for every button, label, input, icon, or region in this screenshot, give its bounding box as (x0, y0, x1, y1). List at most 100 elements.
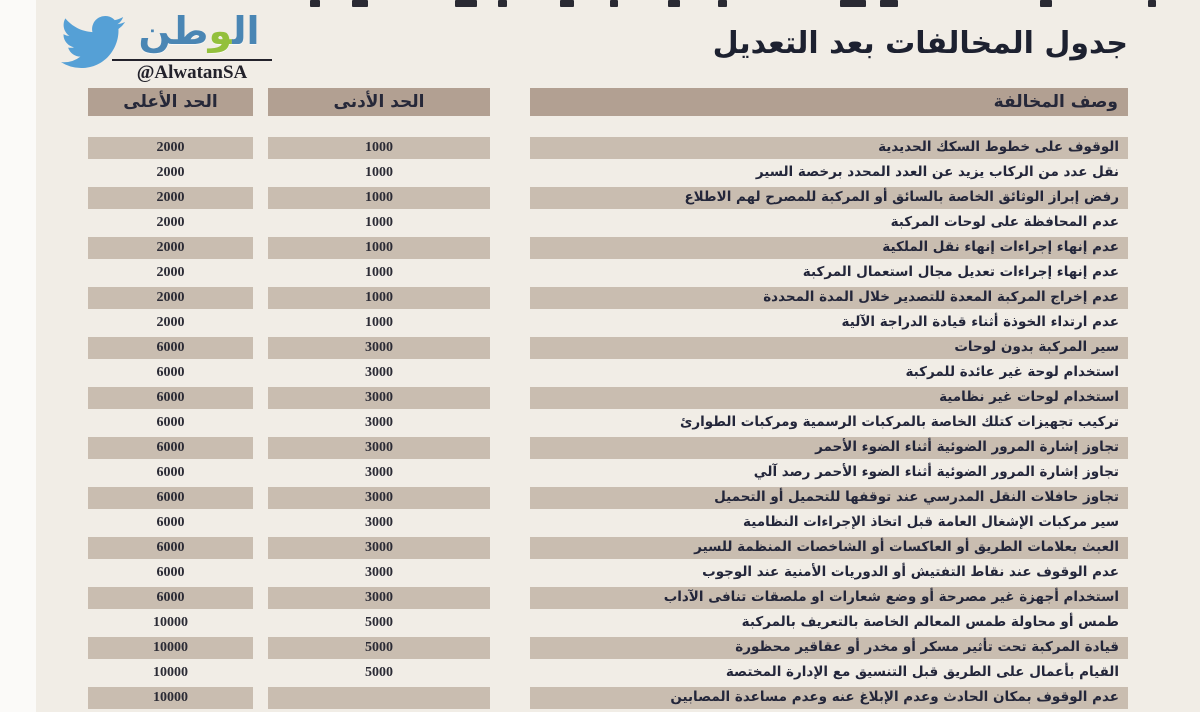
max-limit-value: 10000 (88, 637, 253, 659)
max-limit-value: 6000 (88, 437, 253, 459)
min-limit-value: 1000 (365, 265, 393, 280)
max-limit-value: 6000 (88, 587, 253, 609)
max-limit-value: 6000 (156, 515, 185, 530)
min-limit-value: 1000 (268, 137, 490, 159)
table-row: 6000 3000 تجاوز إشارة المرور الضوئية أثناء… (88, 437, 1128, 462)
max-limit-value: 10000 (153, 665, 188, 680)
violation-description: عدم إنهاء إجراءات تعديل مجال استعمال الم… (802, 264, 1119, 280)
table-row: 10000 عدم الوقوف بمكان الحادث وعدم الإبلا… (88, 687, 1128, 712)
max-limit-value: 2000 (88, 187, 253, 209)
table-row: 10000 5000 القيام بأعمال على الطريق قبل ال… (88, 662, 1128, 687)
max-limit-value: 6000 (156, 465, 185, 480)
violation-description: عدم المحافظة على لوحات المركبة (890, 214, 1119, 230)
violation-description: طمس أو محاولة طمس المعالم الخاصة بالتعري… (741, 614, 1119, 630)
max-limit-value: 6000 (88, 337, 253, 359)
page-title: جدول المخالفات بعد التعديل (712, 26, 1128, 61)
violation-description: تجاوز إشارة المرور الضوئية أثناء الضوء ا… (753, 464, 1119, 480)
min-limit-value: 3000 (365, 365, 393, 380)
max-limit-value: 6000 (156, 365, 185, 380)
table-row: 6000 3000 استخدام لوحات غير نظامية (88, 387, 1128, 412)
table-row: 2000 1000 عدم المحافظة على لوحات المركبة (88, 212, 1128, 237)
min-limit-value: 3000 (268, 587, 490, 609)
min-limit-value: 1000 (268, 287, 490, 309)
table-row: 6000 3000 العبث بعلامات الطريق أو العاكسات… (88, 537, 1128, 562)
min-limit-value: 3000 (268, 337, 490, 359)
min-limit-value: 3000 (268, 537, 490, 559)
max-limit-value: 6000 (88, 487, 253, 509)
table-row: 6000 3000 تجاوز إشارة المرور الضوئية أثناء… (88, 462, 1128, 487)
violation-description: تجاوز إشارة المرور الضوئية أثناء الضوء ا… (530, 437, 1128, 459)
max-limit-value: 10000 (153, 615, 188, 630)
violation-description: الوقوف على خطوط السكك الحديدية (530, 137, 1128, 159)
table-row: 10000 5000 قيادة المركبة تحت تأثير مسكر أو… (88, 637, 1128, 662)
table-row: 10000 5000 طمس أو محاولة طمس المعالم الخاص… (88, 612, 1128, 637)
logo-divider (112, 59, 272, 61)
max-limit-value: 2000 (156, 315, 185, 330)
cropped-text-fragments (0, 0, 1200, 12)
max-limit-value: 2000 (156, 265, 185, 280)
violation-description: استخدام أجهزة غير مصرحة أو وضع شعارات او… (530, 587, 1128, 609)
twitter-bird-icon (61, 15, 125, 69)
waw-green-glyph: و (208, 9, 233, 53)
violation-description: نقل عدد من الركاب يزيد عن العدد المحدد ب… (755, 164, 1119, 180)
max-limit-value: 10000 (88, 687, 253, 709)
table-row: 6000 3000 تركيب تجهيزات كتلك الخاصة بالمرك… (88, 412, 1128, 437)
max-limit-value: 2000 (88, 237, 253, 259)
table-body: 2000 1000 الوقوف على خطوط السكك الحديدية 20… (88, 137, 1128, 712)
min-limit-value: 5000 (268, 637, 490, 659)
violation-description: تجاوز حافلات النقل المدرسي عند توقفها لل… (530, 487, 1128, 509)
table-row: 6000 3000 سير مركبات الإشغال العامة قبل ات… (88, 512, 1128, 537)
table-row: 6000 3000 استخدام لوحة غير عائدة للمركبة (88, 362, 1128, 387)
violation-description: سير المركبة بدون لوحات (530, 337, 1128, 359)
table-row: 2000 1000 الوقوف على خطوط السكك الحديدية (88, 137, 1128, 162)
table-row: 2000 1000 عدم إخراج المركبة المعدة للتصدير… (88, 287, 1128, 312)
violation-description: استخدام لوحة غير عائدة للمركبة (905, 364, 1119, 380)
violation-description: العبث بعلامات الطريق أو العاكسات أو الشا… (530, 537, 1128, 559)
min-limit-value: 1000 (268, 237, 490, 259)
violation-description: عدم ارتداء الخوذة أثناء قيادة الدراجة ال… (841, 314, 1119, 330)
min-limit-value: 3000 (268, 487, 490, 509)
table-row: 2000 1000 رفض إبراز الوثائق الخاصة بالسائق… (88, 187, 1128, 212)
table-row: 2000 1000 عدم إنهاء إجراءات تعديل مجال است… (88, 262, 1128, 287)
max-limit-value: 6000 (156, 565, 185, 580)
header-violation-description: وصف المخالفة (530, 88, 1128, 116)
table-header: وصف المخالفة الحد الأدنى الحد الأعلى (0, 88, 1200, 116)
min-limit-value: 5000 (365, 665, 393, 680)
header-maximum-limit: الحد الأعلى (88, 88, 253, 116)
table-row: 2000 1000 عدم إنهاء إجراءات إنهاء نقل المل… (88, 237, 1128, 262)
violation-description: استخدام لوحات غير نظامية (530, 387, 1128, 409)
alwatan-logo: الوطن @AlwatanSA (44, 4, 274, 84)
min-limit-value: 3000 (365, 465, 393, 480)
max-limit-value: 2000 (156, 165, 185, 180)
min-limit-value: 3000 (365, 515, 393, 530)
max-limit-value: 6000 (88, 387, 253, 409)
table-row: 2000 1000 نقل عدد من الركاب يزيد عن العدد … (88, 162, 1128, 187)
table-row: 6000 3000 تجاوز حافلات النقل المدرسي عند ت… (88, 487, 1128, 512)
min-limit-value: 5000 (365, 615, 393, 630)
brand-wordmark: الوطن (138, 9, 260, 53)
table-row: 6000 3000 عدم الوقوف عند نقاط التفتيش أو ا… (88, 562, 1128, 587)
max-limit-value: 6000 (88, 537, 253, 559)
violation-description: سير مركبات الإشغال العامة قبل اتخاذ الإج… (743, 514, 1119, 530)
table-row: 6000 3000 سير المركبة بدون لوحات (88, 337, 1128, 362)
header-minimum-limit: الحد الأدنى (268, 88, 490, 116)
violation-description: عدم الوقوف بمكان الحادث وعدم الإبلاغ عنه… (530, 687, 1128, 709)
min-limit-value: 3000 (365, 565, 393, 580)
violation-description: تركيب تجهيزات كتلك الخاصة بالمركبات الرس… (679, 414, 1119, 430)
max-limit-value: 2000 (88, 287, 253, 309)
max-limit-value: 2000 (88, 137, 253, 159)
left-white-strip (0, 0, 36, 712)
violation-description: عدم إنهاء إجراءات إنهاء نقل الملكية (530, 237, 1128, 259)
violation-description: عدم الوقوف عند نقاط التفتيش أو الدوريات … (702, 564, 1119, 580)
violation-description: القيام بأعمال على الطريق قبل التنسيق مع … (725, 664, 1119, 680)
violation-description: قيادة المركبة تحت تأثير مسكر أو مخدر أو … (530, 637, 1128, 659)
min-limit-value: 3000 (268, 437, 490, 459)
max-limit-value: 2000 (156, 215, 185, 230)
min-limit-value: 1000 (268, 187, 490, 209)
violation-description: عدم إخراج المركبة المعدة للتصدير خلال ال… (530, 287, 1128, 309)
min-limit-value: 3000 (268, 387, 490, 409)
min-limit-value: 1000 (365, 215, 393, 230)
min-limit-value: 1000 (365, 315, 393, 330)
twitter-handle: @AlwatanSA (136, 62, 248, 83)
